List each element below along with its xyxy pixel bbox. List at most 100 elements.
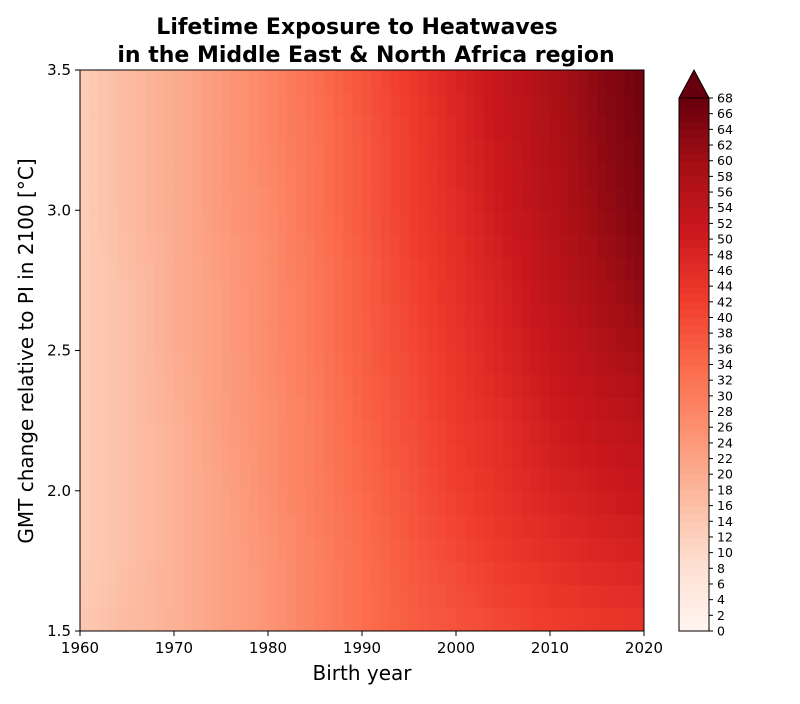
heatmap-cell <box>512 350 523 375</box>
heatmap-cell <box>437 303 448 328</box>
heatmap-cell <box>606 560 617 585</box>
heatmap-cell <box>324 467 335 492</box>
heatmap-cell <box>409 397 419 422</box>
heatmap-cell <box>258 210 269 235</box>
heatmap-cell <box>390 140 401 165</box>
heatmap-cell <box>89 537 100 562</box>
heatmap-cell <box>211 420 222 445</box>
heatmap-cell <box>155 467 166 492</box>
heatmap-cell <box>98 163 109 188</box>
heatmap-cell <box>211 70 222 94</box>
heatmap-cell <box>117 116 128 141</box>
heatmap-cell <box>446 444 457 468</box>
heatmap-cell <box>484 233 495 258</box>
heatmap-cell <box>390 280 401 305</box>
heatmap-cell <box>512 560 523 585</box>
heatmap-cell <box>597 467 607 492</box>
heatmap-cell <box>597 514 607 539</box>
colorbar-segment <box>679 246 709 256</box>
heatmap-cell <box>362 467 372 492</box>
heatmap-cell <box>409 514 419 539</box>
heatmap-cell <box>136 420 147 445</box>
heatmap-cell <box>249 280 260 305</box>
heatmap-cell <box>540 444 551 468</box>
heatmap-cell <box>503 163 513 188</box>
heatmap-cell <box>108 140 119 165</box>
heatmap-cell <box>625 210 636 235</box>
heatmap-cell <box>202 327 213 352</box>
heatmap-cell <box>427 350 438 375</box>
heatmap-cell <box>249 420 260 445</box>
heatmap-cell <box>286 233 297 258</box>
heatmap-cell <box>446 560 457 585</box>
heatmap-cell <box>531 560 542 585</box>
colorbar-segment <box>679 513 709 522</box>
heatmap-cell <box>258 163 269 188</box>
colorbar-tick-label: 12 <box>717 529 733 544</box>
heatmap-cell <box>155 420 166 445</box>
heatmap-cell <box>108 373 119 398</box>
heatmap-cell <box>352 210 363 235</box>
heatmap-cell <box>512 444 523 468</box>
heatmap-cell <box>484 373 495 398</box>
heatmap-cell <box>268 210 278 235</box>
heatmap-cell <box>409 303 419 328</box>
heatmap-cell <box>136 233 147 258</box>
heatmap-cell <box>493 186 504 211</box>
heatmap-cell <box>89 514 100 539</box>
heatmap-cell <box>474 467 485 492</box>
heatmap-cell <box>333 490 344 515</box>
heatmap-cell <box>418 607 429 631</box>
heatmap-cell <box>117 233 128 258</box>
colorbar-tick-label: 52 <box>717 216 733 231</box>
heatmap-cell <box>474 514 485 539</box>
y-tick-label: 3.0 <box>47 201 71 219</box>
heatmap-cell <box>305 560 316 585</box>
heatmap-cell <box>578 303 589 328</box>
heatmap-cell <box>362 303 372 328</box>
heatmap-cell <box>484 467 495 492</box>
heatmap-cell <box>371 93 382 118</box>
heatmap-cell <box>155 397 166 422</box>
heatmap-cell <box>634 257 644 281</box>
heatmap-cell <box>127 420 137 445</box>
heatmap-cell <box>211 327 222 352</box>
heatmap-cells <box>80 70 644 631</box>
heatmap-cell <box>89 93 100 118</box>
heatmap-cell <box>371 490 382 515</box>
heatmap-cell <box>315 373 325 398</box>
heatmap-cell <box>456 490 466 515</box>
heatmap-cell <box>427 514 438 539</box>
heatmap-cell <box>296 327 307 352</box>
heatmap-cell <box>249 514 260 539</box>
heatmap-cell <box>578 467 589 492</box>
heatmap-cell <box>108 444 119 468</box>
heatmap-cell <box>174 584 184 609</box>
heatmap-cell <box>108 327 119 352</box>
heatmap-cell <box>98 93 109 118</box>
heatmap-cell <box>521 186 532 211</box>
heatmap-cell <box>484 420 495 445</box>
heatmap-cell <box>343 303 354 328</box>
heatmap-cell <box>597 280 607 305</box>
heatmap-cell <box>108 233 119 258</box>
heatmap-cell <box>80 257 90 281</box>
heatmap-cell <box>550 420 560 445</box>
heatmap-cell <box>164 490 175 515</box>
heatmap-cell <box>98 514 109 539</box>
heatmap-cell <box>587 444 598 468</box>
heatmap-cell <box>249 584 260 609</box>
heatmap-cell <box>587 303 598 328</box>
heatmap-cell <box>164 584 175 609</box>
heatmap-cell <box>540 303 551 328</box>
colorbar-tick-label: 60 <box>717 153 733 168</box>
heatmap-cell <box>362 560 372 585</box>
heatmap-cell <box>315 490 325 515</box>
heatmap-cell <box>239 233 250 258</box>
heatmap-cell <box>117 584 128 609</box>
heatmap-cell <box>531 420 542 445</box>
heatmap-cell <box>465 257 476 281</box>
heatmap-cell <box>437 233 448 258</box>
heatmap-cell <box>512 420 523 445</box>
heatmap-cell <box>221 584 231 609</box>
